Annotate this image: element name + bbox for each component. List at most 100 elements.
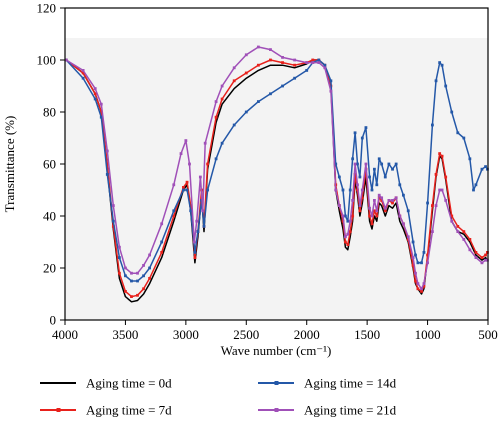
series-point-3	[317, 61, 321, 64]
series-point-2	[402, 193, 405, 197]
x-tick-label: 2000	[294, 327, 320, 342]
series-point-1	[391, 201, 394, 205]
series-point-2	[420, 261, 423, 265]
series-point-2	[368, 175, 371, 179]
series-point-1	[256, 63, 260, 67]
series-point-3	[391, 199, 394, 202]
series-point-2	[293, 76, 297, 80]
series-point-2	[337, 175, 341, 179]
series-point-3	[416, 282, 420, 285]
series-point-1	[434, 173, 438, 176]
series-point-1	[117, 271, 121, 275]
series-point-2	[472, 188, 475, 192]
series-point-2	[377, 157, 381, 161]
series-point-2	[202, 225, 206, 228]
series-point-1	[411, 264, 415, 267]
series-point-1	[93, 92, 97, 96]
series-point-2	[81, 76, 85, 80]
series-point-3	[387, 199, 391, 202]
series-point-3	[364, 162, 368, 166]
series-point-2	[387, 162, 391, 166]
series-point-3	[93, 87, 97, 90]
series-point-2	[343, 214, 347, 218]
series-point-2	[341, 188, 345, 192]
series-point-3	[323, 66, 327, 70]
series-point-1	[160, 251, 164, 254]
series-point-3	[148, 253, 151, 257]
series-point-2	[474, 183, 478, 187]
series-point-2	[182, 188, 185, 192]
x-tick-label: 4000	[52, 327, 78, 342]
series-point-2	[360, 136, 364, 140]
series-point-2	[406, 209, 410, 213]
y-tick-label: 80	[43, 105, 56, 120]
series-point-1	[244, 71, 248, 75]
series-point-3	[172, 183, 176, 187]
series-point-3	[456, 230, 460, 233]
series-point-1	[420, 290, 423, 293]
series-point-3	[414, 271, 417, 275]
x-tick-label: 1000	[415, 327, 441, 342]
series-point-3	[485, 258, 489, 262]
y-tick-label: 100	[37, 53, 57, 68]
legend: Aging time = 0d Aging time = 7d Aging time…	[40, 376, 397, 418]
series-point-1	[351, 214, 355, 218]
legend-label-2: Aging time = 14d	[304, 376, 397, 391]
x-tick-label: 3500	[112, 327, 138, 342]
series-point-2	[323, 63, 327, 67]
series-point-1	[450, 214, 454, 218]
series-point-2	[450, 110, 454, 114]
series-point-3	[334, 188, 338, 192]
series-point-3	[293, 58, 297, 62]
series-point-2	[334, 162, 338, 166]
series-point-2	[196, 230, 200, 233]
series-point-1	[206, 162, 210, 166]
series-point-1	[142, 287, 145, 291]
series-point-3	[348, 219, 352, 223]
series-point-2	[117, 256, 121, 259]
series-point-1	[474, 251, 478, 254]
series-point-2	[351, 157, 355, 161]
series-point-3	[474, 256, 478, 259]
series-point-2	[269, 92, 272, 96]
series-point-1	[348, 230, 352, 233]
series-point-2	[364, 126, 368, 129]
series-point-3	[329, 89, 333, 93]
series-point-2	[383, 175, 387, 179]
series-point-3	[438, 188, 442, 192]
series-point-2	[422, 251, 426, 254]
series-point-2	[411, 240, 415, 244]
series-point-3	[99, 102, 103, 106]
legend-label-3: Aging time = 21d	[304, 403, 397, 418]
series-point-3	[450, 219, 454, 223]
y-axis: 0 20 40 60 80 100 120	[37, 1, 65, 328]
series-point-3	[81, 69, 85, 72]
series-point-3	[232, 66, 236, 70]
series-point-2	[185, 188, 189, 192]
series-point-3	[426, 261, 429, 265]
series-point-3	[136, 271, 139, 275]
series-point-3	[351, 199, 355, 202]
series-point-1	[182, 186, 185, 189]
series-point-1	[375, 214, 379, 218]
series-point-3	[368, 206, 371, 210]
series-point-2	[444, 84, 448, 88]
series-point-2	[426, 201, 429, 205]
series-point-2	[394, 162, 398, 166]
series-point-1	[383, 209, 387, 213]
series-point-1	[105, 162, 109, 166]
x-tick-label: 500	[478, 327, 498, 342]
series-point-3	[380, 196, 384, 200]
series-point-3	[220, 84, 224, 88]
series-point-3	[188, 162, 191, 166]
series-point-2	[431, 123, 434, 127]
series-point-3	[402, 222, 405, 226]
series-point-2	[370, 188, 374, 192]
series-point-1	[343, 240, 347, 244]
series-point-3	[179, 152, 183, 155]
legend-marker-1	[56, 408, 61, 412]
y-tick-label: 0	[50, 313, 57, 328]
legend-label-0: Aging time = 0d	[86, 376, 172, 391]
series-point-2	[93, 97, 97, 101]
series-point-2	[414, 253, 417, 257]
